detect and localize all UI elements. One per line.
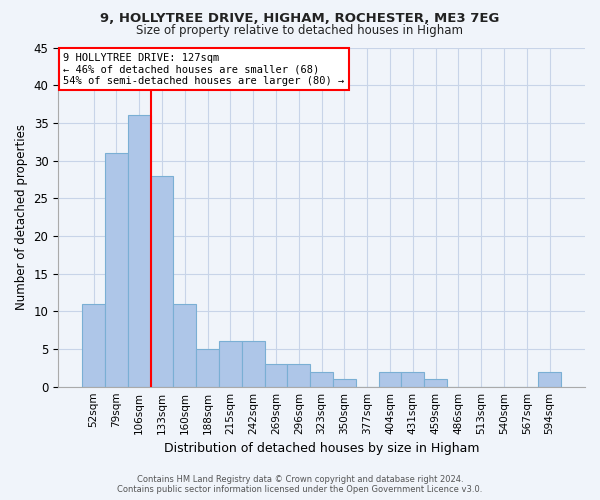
Bar	[173, 304, 196, 386]
Bar	[287, 364, 310, 386]
Bar	[242, 342, 265, 386]
Bar	[105, 153, 128, 386]
Text: Contains HM Land Registry data © Crown copyright and database right 2024.
Contai: Contains HM Land Registry data © Crown c…	[118, 474, 482, 494]
Y-axis label: Number of detached properties: Number of detached properties	[15, 124, 28, 310]
Bar	[196, 349, 219, 387]
Bar	[219, 342, 242, 386]
Text: Size of property relative to detached houses in Higham: Size of property relative to detached ho…	[137, 24, 464, 37]
Text: 9 HOLLYTREE DRIVE: 127sqm
← 46% of detached houses are smaller (68)
54% of semi-: 9 HOLLYTREE DRIVE: 127sqm ← 46% of detac…	[64, 52, 344, 86]
Bar	[379, 372, 401, 386]
Bar	[310, 372, 333, 386]
Bar	[82, 304, 105, 386]
Bar	[265, 364, 287, 386]
Bar	[333, 379, 356, 386]
Bar	[424, 379, 447, 386]
X-axis label: Distribution of detached houses by size in Higham: Distribution of detached houses by size …	[164, 442, 479, 455]
Bar	[538, 372, 561, 386]
Bar	[128, 116, 151, 386]
Bar	[401, 372, 424, 386]
Text: 9, HOLLYTREE DRIVE, HIGHAM, ROCHESTER, ME3 7EG: 9, HOLLYTREE DRIVE, HIGHAM, ROCHESTER, M…	[100, 12, 500, 26]
Bar	[151, 176, 173, 386]
